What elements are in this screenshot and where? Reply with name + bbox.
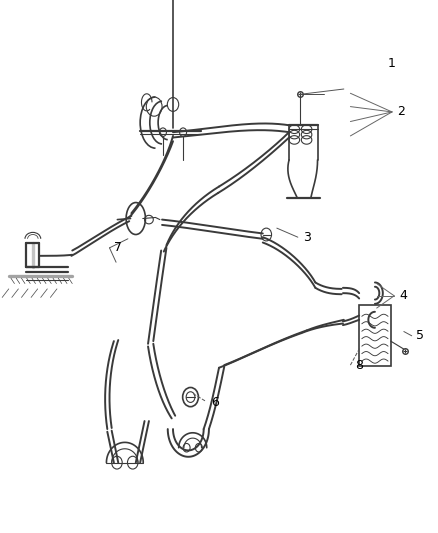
Text: 5: 5: [417, 329, 424, 342]
Text: 7: 7: [114, 241, 122, 254]
Text: 6: 6: [211, 396, 219, 409]
Text: 3: 3: [303, 231, 311, 244]
Bar: [359, 305, 391, 367]
Text: 8: 8: [355, 359, 363, 372]
Text: 1: 1: [388, 58, 396, 70]
Text: 2: 2: [397, 106, 405, 118]
Text: 4: 4: [399, 289, 407, 302]
